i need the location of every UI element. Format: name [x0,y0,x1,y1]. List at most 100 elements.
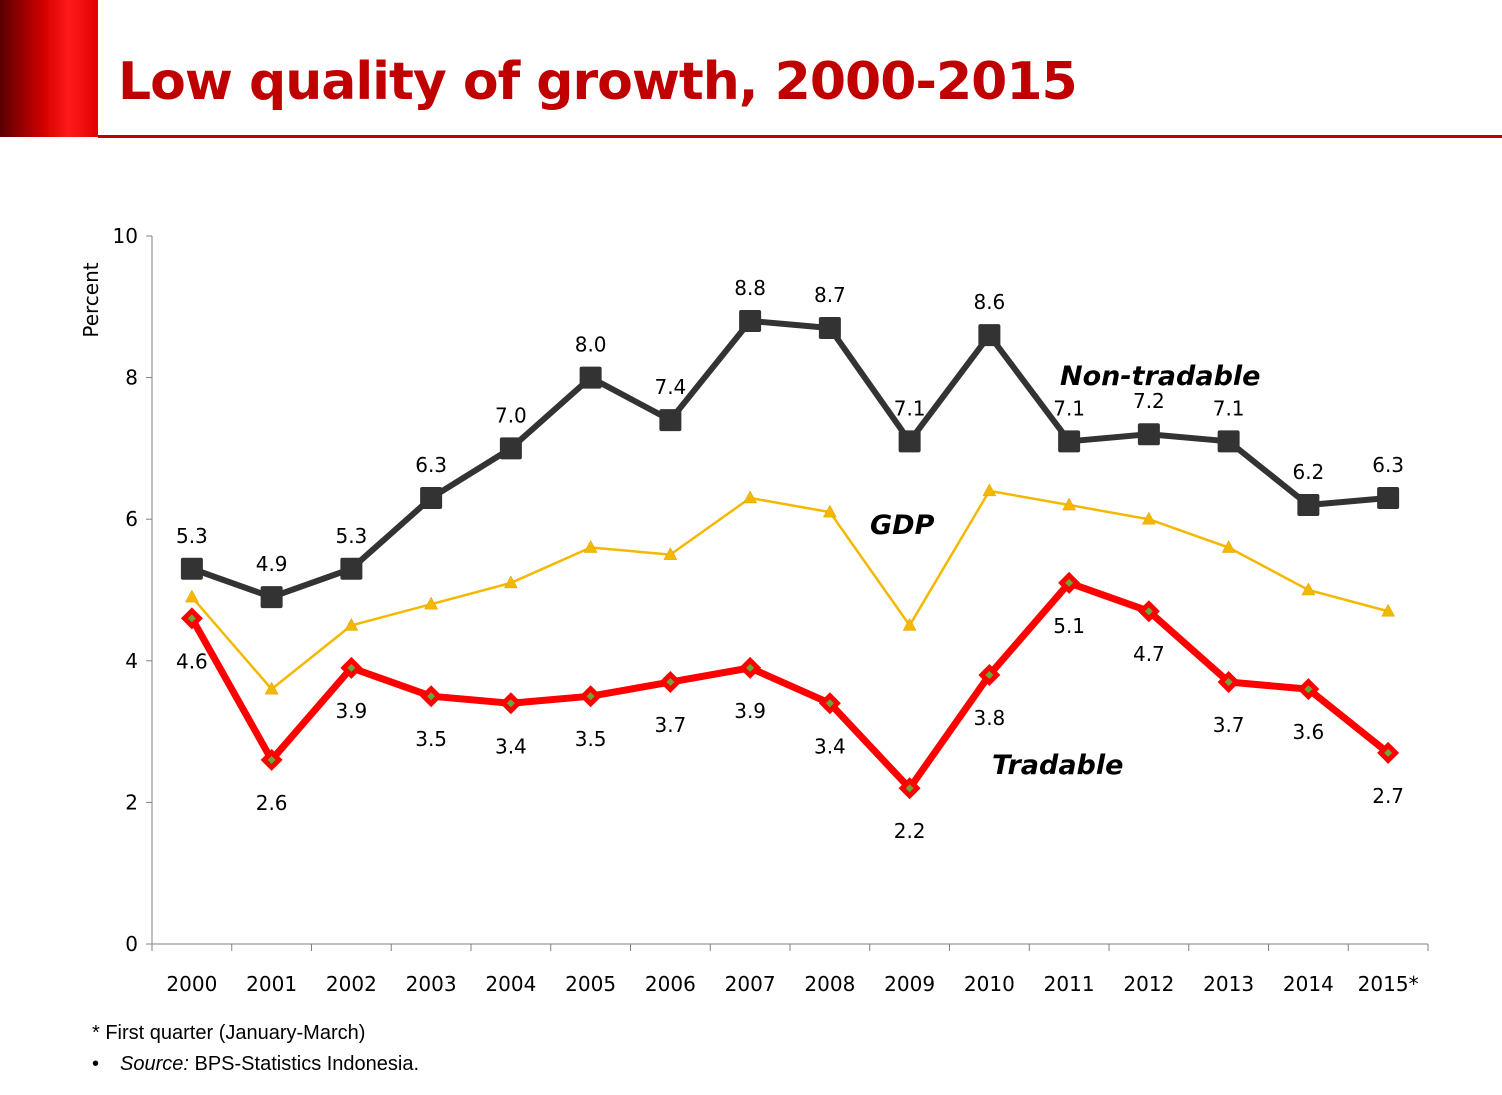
x-tick-label: 2015* [1358,972,1419,996]
tradable-data-label: 2.6 [256,791,288,815]
tradable-data-label: 3.5 [575,727,607,751]
x-tick-label: 2006 [645,972,696,996]
x-tick-label: 2012 [1123,972,1174,996]
non-tradable-point [659,409,682,432]
non-tradable-point [180,557,203,580]
x-tick-label: 2008 [804,972,855,996]
gdp-point [822,504,837,518]
tradable-data-label: 2.7 [1372,784,1404,808]
x-tick-label: 2013 [1203,972,1254,996]
non-tradable-data-label: 8.6 [973,290,1005,314]
y-tick-label: 8 [125,366,138,390]
non-tradable-point [340,557,363,580]
tradable-data-label: 3.4 [495,734,527,758]
gdp-point [264,681,279,695]
gdp-point [743,490,758,504]
tradable-point-center [746,663,755,672]
non-tradable-data-label: 5.3 [176,524,208,548]
x-tick-label: 2005 [565,972,616,996]
tradable-point-center [1224,678,1233,687]
gdp-point [1141,511,1156,525]
non-tradable-data-label: 8.0 [575,333,607,357]
y-tick-label: 4 [125,649,138,673]
non-tradable-point [420,486,443,509]
tradable-point-center [267,755,276,764]
y-tick-label: 10 [113,224,138,248]
non-tradable-data-label: 7.1 [894,396,926,420]
x-tick-label: 2002 [326,972,377,996]
non-tradable-point [499,437,522,460]
tradable-point-center [1304,685,1313,694]
non-tradable-point [739,309,762,332]
tradable-point-center [347,663,356,672]
series-annotation-tradable: Tradable [992,750,1123,781]
non-tradable-point [579,366,602,389]
x-tick-label: 2010 [964,972,1015,996]
non-tradable-point [1297,494,1320,517]
source-label: Source: [120,1053,189,1075]
series-annotation-gdp: GDP [870,510,935,541]
tradable-data-label: 3.8 [973,706,1005,730]
non-tradable-data-label: 4.9 [256,552,288,576]
tradable-data-label: 3.6 [1292,720,1324,744]
non-tradable-point [1377,486,1400,509]
tradable-data-label: 2.2 [894,819,926,843]
tradable-point-center [1144,607,1153,616]
x-tick-label: 2003 [406,972,457,996]
non-tradable-data-label: 7.1 [1053,396,1085,420]
tradable-point-center [506,699,515,708]
tradable-point-center [187,614,196,623]
x-tick-label: 2007 [725,972,776,996]
non-tradable-data-label: 8.8 [734,276,766,300]
non-tradable-data-label: 7.0 [495,403,527,427]
gdp-point [344,617,359,631]
gdp-point [902,617,917,631]
non-tradable-data-label: 7.2 [1133,389,1165,413]
y-axis-title: Percent [79,262,103,337]
tradable-point-center [666,678,675,687]
series-line-tradable [188,579,1391,792]
tradable-point-center [586,692,595,701]
tradable-data-label: 3.7 [654,713,686,737]
gdp-point [1301,582,1316,596]
non-tradable-data-label: 6.2 [1292,460,1324,484]
non-tradable-point [260,586,283,609]
slide-title: Low quality of growth, 2000-2015 [118,52,1078,112]
non-tradable-point [898,430,921,453]
non-tradable-data-label: 6.3 [1372,453,1404,477]
non-tradable-point [1137,423,1160,446]
title-accent-block [0,0,98,137]
non-tradable-point [978,324,1001,347]
tradable-point-center [1065,578,1074,587]
tradable-data-label: 3.9 [335,699,367,723]
tradable-point-center [427,692,436,701]
gdp-point [1381,603,1396,617]
tradable-data-label: 3.7 [1213,713,1245,737]
series-line-non-tradable [190,317,1389,601]
non-tradable-point [1058,430,1081,453]
footnote: * First quarter (January-March) [92,1022,366,1044]
tradable-point-center [985,670,994,679]
tradable-point-center [1384,748,1393,757]
tradable-data-label: 4.7 [1133,642,1165,666]
non-tradable-data-label: 5.3 [335,524,367,548]
gdp-point [424,596,439,610]
non-tradable-data-label: 6.3 [415,453,447,477]
series-line-gdp [190,489,1389,691]
source-note: • Source: BPS-Statistics Indonesia. [92,1053,419,1076]
gdp-point [503,575,518,589]
tradable-data-label: 3.9 [734,699,766,723]
non-tradable-data-label: 8.7 [814,283,846,307]
title-divider [98,135,1502,138]
tradable-data-label: 4.6 [176,649,208,673]
x-tick-label: 2014 [1283,972,1334,996]
non-tradable-point [818,317,841,340]
x-tick-label: 2000 [166,972,217,996]
gdp-point [663,547,678,560]
x-tick-label: 2004 [485,972,536,996]
non-tradable-data-label: 7.4 [654,375,686,399]
tradable-data-label: 5.1 [1053,614,1085,638]
tradable-point-center [905,784,914,793]
y-tick-label: 6 [125,507,138,531]
